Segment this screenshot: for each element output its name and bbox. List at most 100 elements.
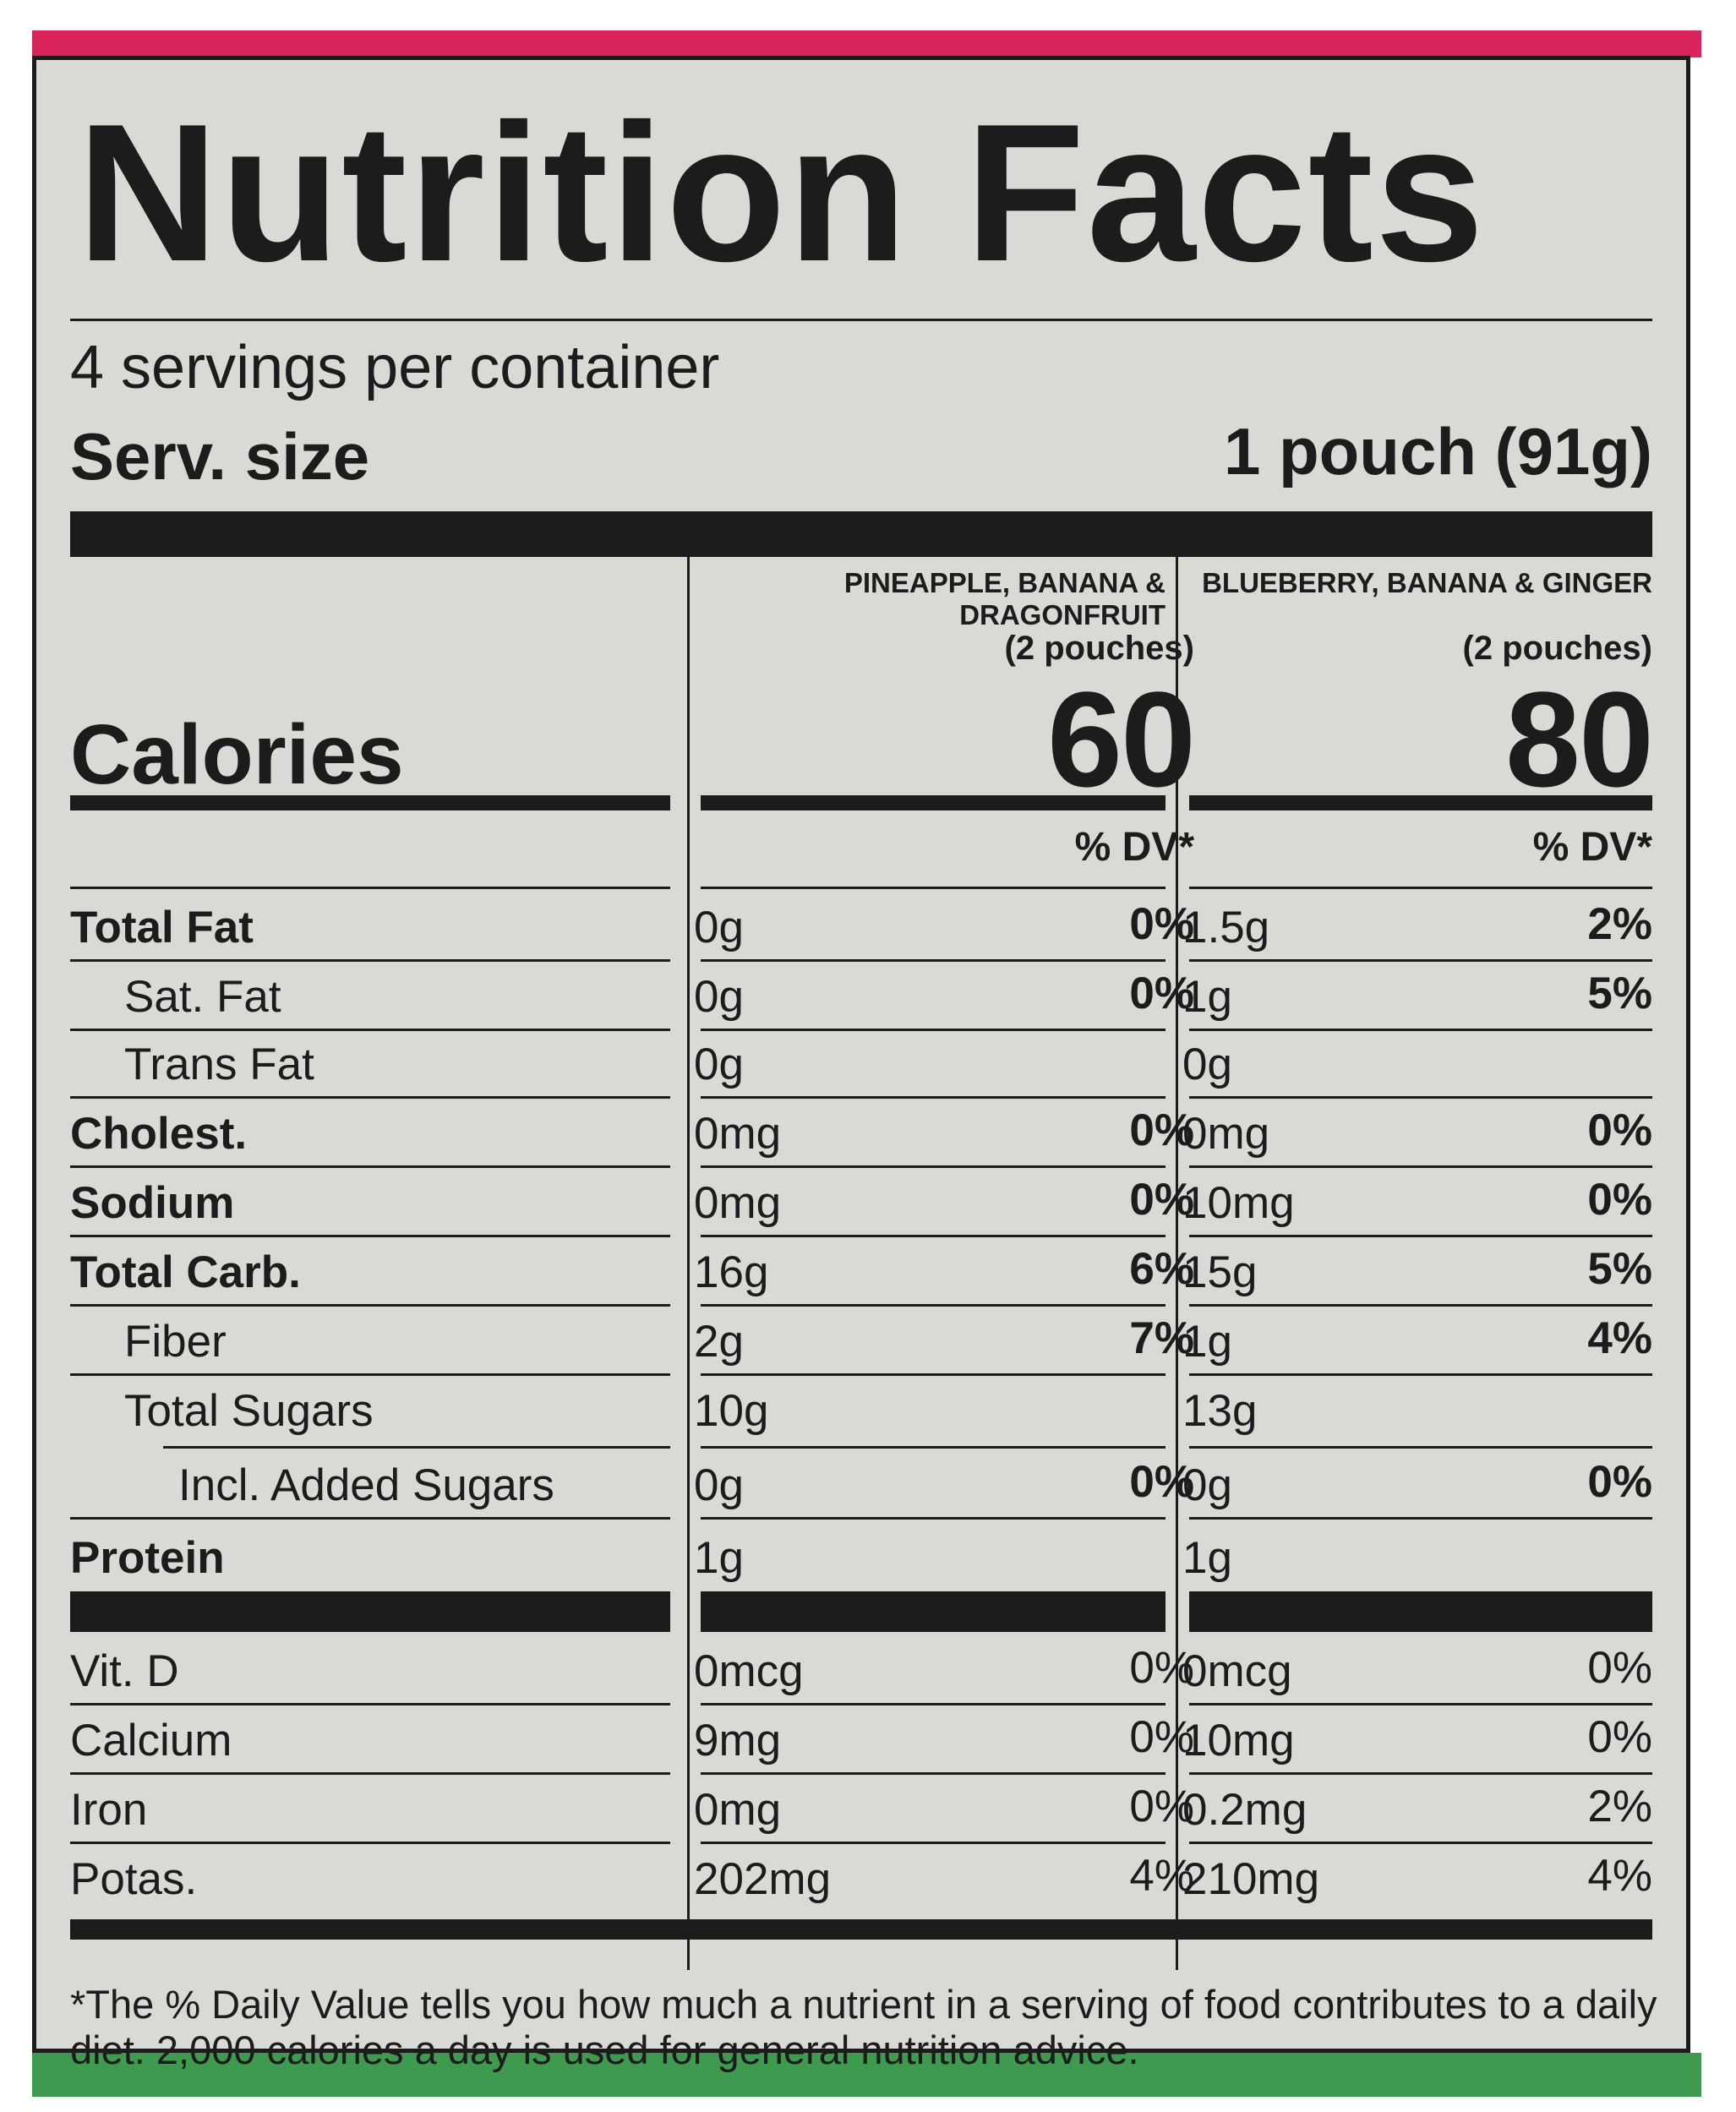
column-1-dv: 0%: [1129, 969, 1194, 1018]
title-rule: [70, 319, 1652, 321]
column-1-amount: 16g: [694, 1247, 769, 1297]
row-rule: [701, 1304, 1166, 1307]
column-1-dv-header: % DV*: [1074, 825, 1194, 870]
row-rule: [70, 1517, 670, 1520]
column-2-dv: 0%: [1587, 1457, 1652, 1507]
column-1-dv: 7%: [1129, 1313, 1194, 1363]
row-rule: [701, 1096, 1166, 1099]
column-1-amount: 2g: [694, 1317, 744, 1367]
row-rule: [1189, 887, 1652, 889]
row-rule: [1189, 1235, 1652, 1237]
row-rule: [701, 1373, 1166, 1376]
row-rule: [163, 1446, 670, 1449]
calories-rule-label: [70, 795, 670, 810]
row-rule: [1189, 1517, 1652, 1520]
column-1-dv: 6%: [1129, 1244, 1194, 1294]
column-1-amount: 0g: [694, 1460, 744, 1510]
row-rule: [1189, 1703, 1652, 1705]
daily-value-footnote: *The % Daily Value tells you how much a …: [70, 1982, 1657, 2072]
column-2-amount: 1g: [1182, 972, 1232, 1022]
column-2-pouches: (2 pouches): [1462, 630, 1652, 667]
label-title: Nutrition Facts: [77, 84, 1486, 303]
row-rule: [701, 1517, 1166, 1520]
row-rule: [70, 1842, 670, 1844]
column-1-dv: 0%: [1129, 1782, 1194, 1831]
column-2-dv: 0%: [1587, 1175, 1652, 1225]
row-rule: [70, 1165, 670, 1168]
row-rule: [701, 1029, 1166, 1031]
column-2-calories: 80: [1505, 663, 1654, 815]
column-2-dv: 4%: [1587, 1851, 1652, 1901]
column-2-dv: 2%: [1587, 1782, 1652, 1831]
row-rule: [1189, 1029, 1652, 1031]
nutrient-name: Incl. Added Sugars: [178, 1460, 554, 1510]
thick-bar-top: [70, 511, 1652, 557]
serving-size-value: 1 pouch (91g): [1223, 414, 1652, 488]
column-2-dv: 0%: [1587, 1643, 1652, 1693]
row-rule: [701, 1165, 1166, 1168]
column-1-amount: 0mg: [694, 1178, 782, 1228]
column-2-amount: 0g: [1182, 1040, 1232, 1089]
thick-bar-protein: [1189, 1591, 1652, 1632]
thick-bar-protein: [70, 1591, 670, 1632]
column-2-amount: 0.2mg: [1182, 1785, 1307, 1835]
column-divider-1: [687, 557, 690, 1970]
column-2-amount: 13g: [1182, 1386, 1258, 1436]
column-1-dv: 4%: [1129, 1851, 1194, 1901]
nutrient-name: Protein: [70, 1533, 225, 1583]
nutrient-name: Total Fat: [70, 903, 254, 952]
row-rule: [70, 1029, 670, 1031]
column-1-dv: 0%: [1129, 1175, 1194, 1225]
vitamin-name: Calcium: [70, 1716, 232, 1765]
column-1-dv: 0%: [1129, 1105, 1194, 1155]
row-rule: [701, 1772, 1166, 1775]
column-2-dv: 4%: [1587, 1313, 1652, 1363]
row-rule: [70, 959, 670, 962]
row-rule: [70, 1304, 670, 1307]
thick-bar-protein: [701, 1591, 1166, 1632]
row-rule: [70, 1373, 670, 1376]
calories-rule-col1: [701, 795, 1166, 810]
row-rule: [1189, 1772, 1652, 1775]
row-rule: [701, 1235, 1166, 1237]
thick-bar-bottom: [70, 1919, 1652, 1940]
column-1-amount: 1g: [694, 1533, 744, 1583]
column-2-amount: 10mg: [1182, 1178, 1295, 1228]
serving-size-label: Serv. size: [70, 419, 370, 494]
column-2-amount: 10mg: [1182, 1716, 1295, 1765]
column-2-dv: 5%: [1587, 969, 1652, 1018]
servings-per-container: 4 servings per container: [70, 334, 720, 401]
column-2-amount: 210mg: [1182, 1854, 1320, 1904]
row-rule: [1189, 1446, 1652, 1449]
column-2-amount: 1g: [1182, 1317, 1232, 1367]
nutrition-facts-panel: Nutrition Facts 4 servings per container…: [32, 56, 1690, 2072]
calories-rule-col2: [1189, 795, 1652, 810]
column-2-dv: 0%: [1587, 1712, 1652, 1762]
calories-label: Calories: [70, 707, 404, 802]
column-1-amount: 9mg: [694, 1716, 782, 1765]
column-2-amount: 0g: [1182, 1460, 1232, 1510]
column-1-amount: 202mg: [694, 1854, 832, 1904]
vitamin-name: Iron: [70, 1785, 148, 1835]
column-1-calories: 60: [1047, 663, 1196, 815]
nutrient-name: Cholest.: [70, 1109, 248, 1159]
nutrient-name: Sat. Fat: [124, 972, 281, 1022]
top-color-band: [32, 30, 1701, 57]
column-1-name: PINEAPPLE, BANANA & DRAGONFRUIT: [843, 567, 1166, 630]
row-rule: [701, 887, 1166, 889]
column-divider-2: [1176, 557, 1178, 1970]
column-1-dv: 0%: [1129, 1712, 1194, 1762]
column-1-amount: 0mg: [694, 1785, 782, 1835]
nutrient-name: Total Sugars: [124, 1386, 374, 1436]
nutrient-name: Trans Fat: [124, 1040, 314, 1089]
nutrient-name: Fiber: [124, 1317, 227, 1367]
column-2-name: BLUEBERRY, BANANA & GINGER: [1202, 567, 1652, 598]
row-rule: [70, 1703, 670, 1705]
row-rule: [1189, 959, 1652, 962]
column-2-amount: 1g: [1182, 1533, 1232, 1583]
column-1-amount: 0mcg: [694, 1646, 804, 1696]
row-rule: [701, 1703, 1166, 1705]
column-2-amount: 0mg: [1182, 1109, 1270, 1159]
row-rule: [1189, 1842, 1652, 1844]
column-1-pouches: (2 pouches): [1004, 630, 1194, 667]
